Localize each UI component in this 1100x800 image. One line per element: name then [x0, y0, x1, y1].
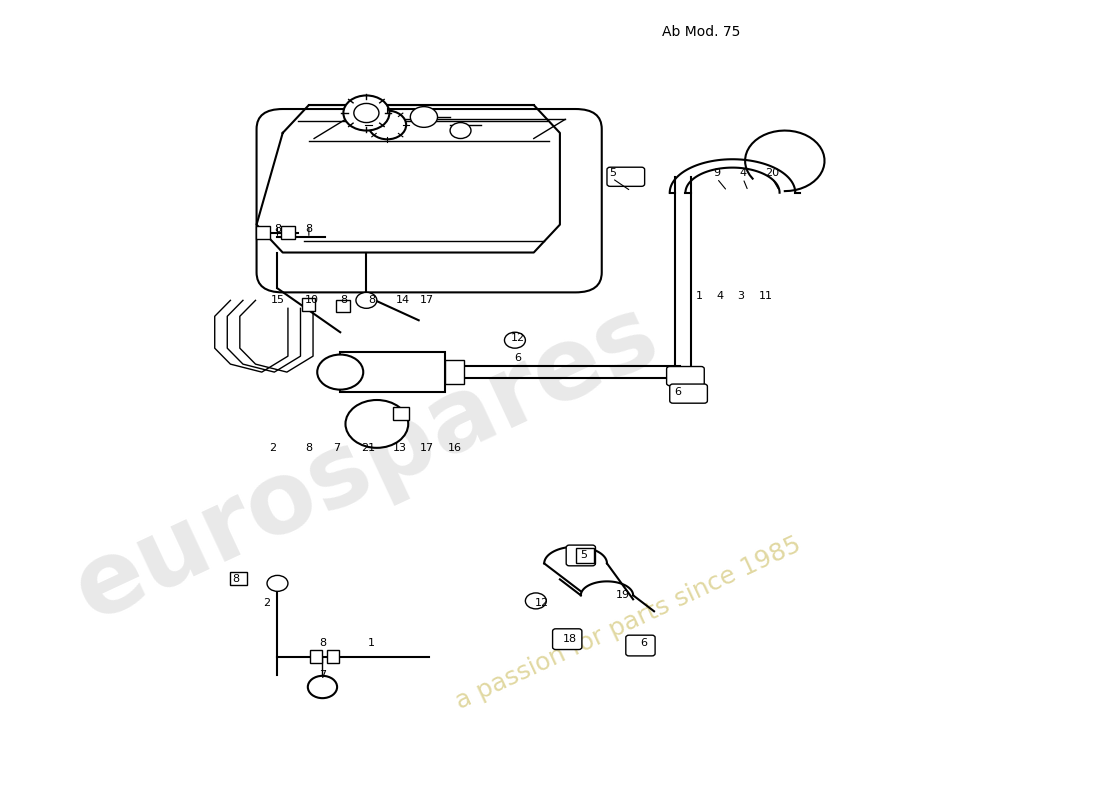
Text: 1: 1 [368, 638, 375, 648]
FancyBboxPatch shape [566, 545, 595, 566]
Text: 12: 12 [512, 333, 525, 343]
Text: 5: 5 [581, 550, 587, 561]
FancyBboxPatch shape [256, 109, 602, 292]
Text: Ab Mod. 75: Ab Mod. 75 [662, 26, 740, 39]
Text: 18: 18 [563, 634, 578, 644]
FancyBboxPatch shape [575, 548, 594, 562]
Text: 6: 6 [515, 353, 521, 362]
Text: 1: 1 [695, 291, 703, 302]
Circle shape [356, 292, 377, 308]
Text: 8: 8 [306, 443, 312, 453]
Text: 16: 16 [449, 443, 462, 453]
FancyBboxPatch shape [340, 352, 444, 392]
Circle shape [410, 106, 438, 127]
FancyBboxPatch shape [393, 407, 409, 420]
Text: 17: 17 [420, 443, 434, 453]
Text: 19: 19 [616, 590, 629, 600]
Text: 14: 14 [396, 295, 410, 306]
Circle shape [308, 676, 337, 698]
Text: 2: 2 [264, 598, 271, 608]
FancyBboxPatch shape [670, 384, 707, 403]
FancyBboxPatch shape [607, 167, 645, 186]
FancyBboxPatch shape [310, 650, 322, 663]
Text: 6: 6 [640, 638, 647, 648]
Text: 2: 2 [268, 443, 276, 453]
FancyBboxPatch shape [230, 572, 248, 585]
Text: 6: 6 [674, 387, 682, 397]
Text: eurospares: eurospares [59, 286, 673, 642]
FancyBboxPatch shape [327, 650, 339, 663]
Text: 8: 8 [368, 295, 375, 306]
Text: 5: 5 [608, 168, 616, 178]
Text: 8: 8 [274, 223, 280, 234]
Circle shape [267, 575, 288, 591]
Text: 15: 15 [271, 295, 285, 306]
FancyBboxPatch shape [444, 360, 464, 384]
Circle shape [317, 354, 363, 390]
Circle shape [450, 122, 471, 138]
Text: 10: 10 [305, 295, 319, 306]
Text: 21: 21 [362, 443, 375, 453]
Circle shape [526, 593, 547, 609]
Circle shape [505, 332, 526, 348]
FancyBboxPatch shape [255, 226, 271, 239]
FancyBboxPatch shape [337, 299, 350, 312]
Text: 11: 11 [759, 291, 773, 302]
Circle shape [354, 103, 378, 122]
Text: 7: 7 [333, 443, 341, 453]
Text: 7: 7 [319, 670, 326, 680]
Text: 3: 3 [737, 291, 745, 302]
FancyBboxPatch shape [552, 629, 582, 650]
Circle shape [368, 110, 406, 139]
Circle shape [345, 400, 408, 448]
FancyBboxPatch shape [667, 366, 704, 386]
Polygon shape [256, 105, 560, 253]
Text: 20: 20 [766, 168, 779, 178]
Text: 8: 8 [232, 574, 239, 584]
Text: 4: 4 [739, 168, 747, 178]
Circle shape [343, 95, 389, 130]
FancyBboxPatch shape [280, 226, 295, 239]
Text: 12: 12 [535, 598, 549, 608]
FancyBboxPatch shape [626, 635, 656, 656]
Text: 13: 13 [393, 443, 407, 453]
Text: 8: 8 [306, 223, 312, 234]
Text: 8: 8 [319, 638, 326, 648]
Text: 9: 9 [713, 168, 721, 178]
Text: 17: 17 [420, 295, 434, 306]
Text: 4: 4 [716, 291, 724, 302]
FancyBboxPatch shape [301, 298, 315, 310]
Text: a passion for parts since 1985: a passion for parts since 1985 [451, 533, 804, 714]
Text: 8: 8 [340, 295, 346, 306]
